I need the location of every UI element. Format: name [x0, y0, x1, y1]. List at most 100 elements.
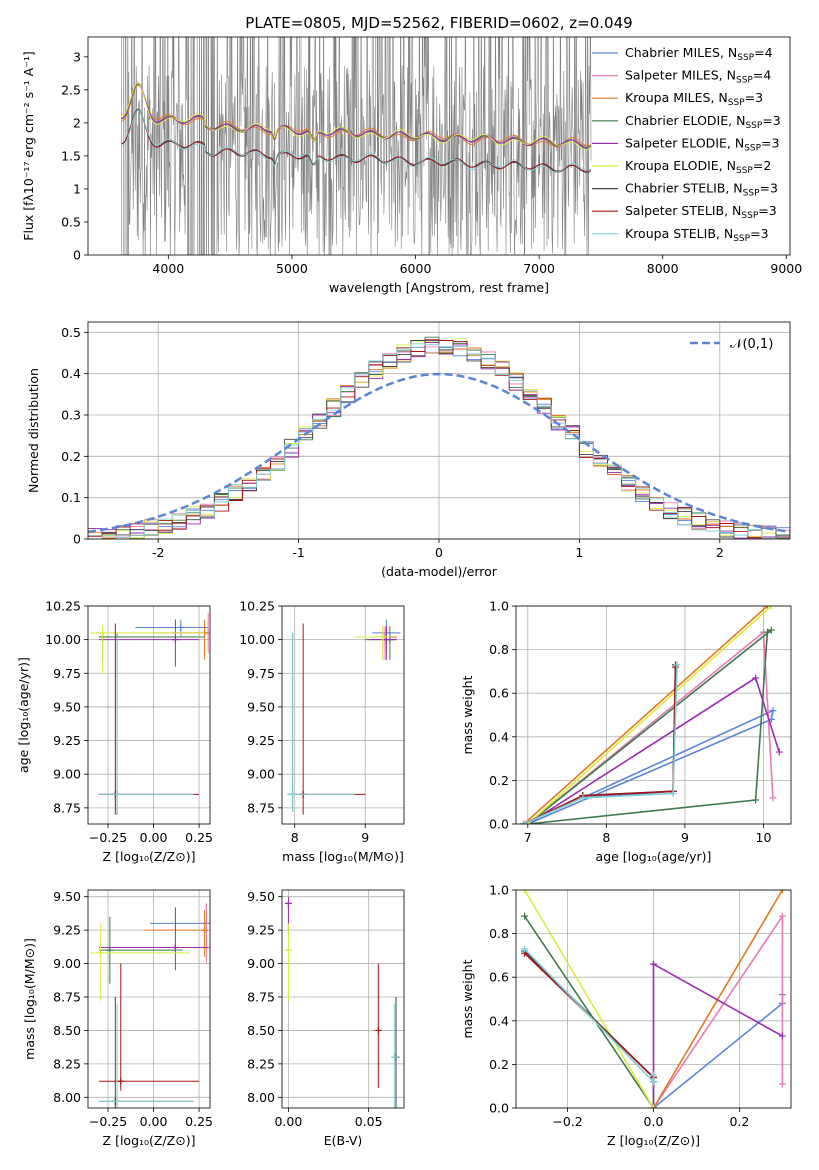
x-tick-label: 0.00 [140, 830, 168, 845]
legend-nssp-prefix: , N [710, 90, 727, 105]
y-tick-label: 9.00 [53, 767, 81, 782]
data-point [171, 636, 179, 644]
data-point [284, 899, 292, 907]
y-tick-label: 8.25 [53, 1056, 81, 1071]
plot-area [520, 606, 783, 824]
y-tick-label: 9.25 [247, 923, 275, 938]
legend-nssp-subscript: SSP [733, 234, 750, 244]
y-tick-label: 0.8 [489, 926, 509, 941]
x-tick-label: 1 [575, 545, 583, 560]
mass-weight-marker [669, 789, 677, 797]
x-tick-label: 0.25 [185, 1114, 213, 1129]
x-tick-label: 10 [756, 830, 772, 845]
y-tick-label: 3 [73, 49, 81, 64]
y-tick-label: 0.6 [489, 970, 509, 985]
data-point [390, 1053, 398, 1061]
legend-nssp-value: 2 [763, 158, 771, 173]
mass-weight-marker [778, 1032, 786, 1040]
legend-model-name: Chabrier STELIB [625, 181, 725, 196]
y-tick-label: 9.50 [53, 699, 81, 714]
x-axis-label: Z [log₁₀(Z/Z⊙)] [607, 1133, 700, 1148]
mass-weight-line [523, 666, 677, 824]
legend-nssp-equals: = [762, 113, 772, 128]
data-point [201, 926, 209, 934]
mass-weight-vs-metallicity-panel: −0.2 0.0 0.2 0.0 0.2 0.4 0.6 0.8 1.0 Z [log₁₀(Z/Z… [460, 883, 792, 1148]
plot-area [89, 903, 210, 1108]
legend-nssp-subscript: SSP [741, 211, 758, 221]
x-axis-label: Z [log₁₀(Z/Z⊙)] [103, 1133, 196, 1148]
model-spectrum-line [121, 83, 592, 148]
x-tick-label: 6000 [400, 261, 432, 276]
legend-nssp-value: 3 [773, 113, 781, 128]
y-tick-label: 8.50 [53, 1023, 81, 1038]
plot-area [284, 896, 400, 1108]
y-tick-label: 0.4 [489, 729, 509, 744]
legend-nssp-equals: = [750, 226, 760, 241]
x-tick-label: 8 [291, 830, 299, 845]
y-tick-label: 8.75 [53, 989, 81, 1004]
legend-nssp-equals: = [754, 45, 764, 60]
legend-nssp-subscript: SSP [737, 53, 754, 63]
x-tick-label: −0.2 [552, 1114, 582, 1129]
x-tick-label: 8 [602, 830, 610, 845]
y-axis-label: Normed distribution [26, 368, 41, 493]
y-tick-label: 0.0 [489, 1101, 509, 1116]
axes-frame [515, 889, 792, 1109]
legend-model-name: Kroupa STELIB [625, 226, 716, 241]
axes-frame [87, 36, 791, 256]
data-point [171, 944, 179, 952]
y-tick-label: 0.2 [489, 1057, 509, 1072]
age-vs-metallicity-panel: −0.25 0.00 0.25 8.75 9.00 9.25 9.50 9.75 10.00 10… [16, 599, 213, 865]
y-tick-label: 10.00 [45, 632, 81, 647]
y-tick-label: 8.75 [53, 800, 81, 815]
model-spectrum-line [121, 109, 592, 173]
mass-weight-line [523, 606, 768, 824]
legend-nssp-prefix: , N [716, 226, 733, 241]
mass-weight-marker [767, 606, 775, 610]
legend-nssp-equals: = [761, 135, 771, 150]
axes-frame [515, 605, 792, 825]
y-tick-label: 0.0 [489, 817, 509, 832]
y-tick-label: 9.50 [53, 889, 81, 904]
legend-nssp-prefix: , N [727, 135, 744, 150]
age-vs-mass-panel: 8 9 8.75 9.00 9.25 9.50 9.75 10.00 10.25 mass [lo… [239, 599, 405, 864]
legend-nssp-subscript: SSP [743, 189, 760, 199]
legend-nssp-subscript: SSP [736, 166, 753, 176]
y-tick-label: 9.00 [247, 956, 275, 971]
mass-vs-metallicity-panel: −0.25 0.00 0.25 8.00 8.25 8.50 8.75 9.00 9.25 9.5… [22, 889, 213, 1148]
legend-entry: Salpeter MILES, NSSP=4 [625, 68, 771, 86]
x-tick-label: -2 [152, 545, 164, 560]
mass-weight-marker [778, 1080, 786, 1088]
legend-nssp-value: 3 [769, 203, 777, 218]
legend-nssp-value: 4 [763, 68, 771, 83]
y-tick-label: 9.25 [247, 733, 275, 748]
y-tick-label: 0.4 [61, 366, 81, 381]
legend-nssp-equals: = [760, 181, 770, 196]
y-tick-label: 10.25 [239, 599, 275, 614]
data-point [177, 624, 185, 632]
data-point [117, 1077, 125, 1085]
mass-weight-marker [763, 628, 771, 636]
legend-nssp-subscript: SSP [744, 143, 761, 153]
legend-entry: Kroupa MILES, NSSP=3 [625, 90, 763, 108]
residual-histogram-panel: -2 -1 0 1 2 0 0.1 0.2 0.3 0.4 0.5 (data-model)/erro… [26, 321, 791, 579]
mass-weight-marker [763, 606, 771, 610]
axes-frame [87, 605, 211, 825]
axes-frame [281, 889, 405, 1109]
mass-weight-marker [521, 890, 529, 894]
y-tick-label: 8.25 [247, 1056, 275, 1071]
mass-weight-line [652, 890, 784, 1108]
x-tick-label: 9 [361, 830, 369, 845]
y-tick-label: 0 [73, 532, 81, 547]
mass-weight-marker [520, 820, 528, 824]
legend-entry: Chabrier MILES, NSSP=4 [625, 45, 773, 63]
legend-nssp-prefix: , N [725, 181, 742, 196]
mass-weight-marker [769, 794, 777, 802]
legend-nssp-value: 3 [772, 135, 780, 150]
legend-nssp-prefix: , N [728, 113, 745, 128]
legend-nssp-value: 3 [761, 226, 769, 241]
mass-weight-line [527, 606, 772, 824]
x-tick-label: 0.05 [355, 1114, 383, 1129]
legend-nssp-subscript: SSP [736, 76, 753, 86]
y-axis-label: mass [log₁₀(M/M⊙)] [22, 938, 37, 1060]
